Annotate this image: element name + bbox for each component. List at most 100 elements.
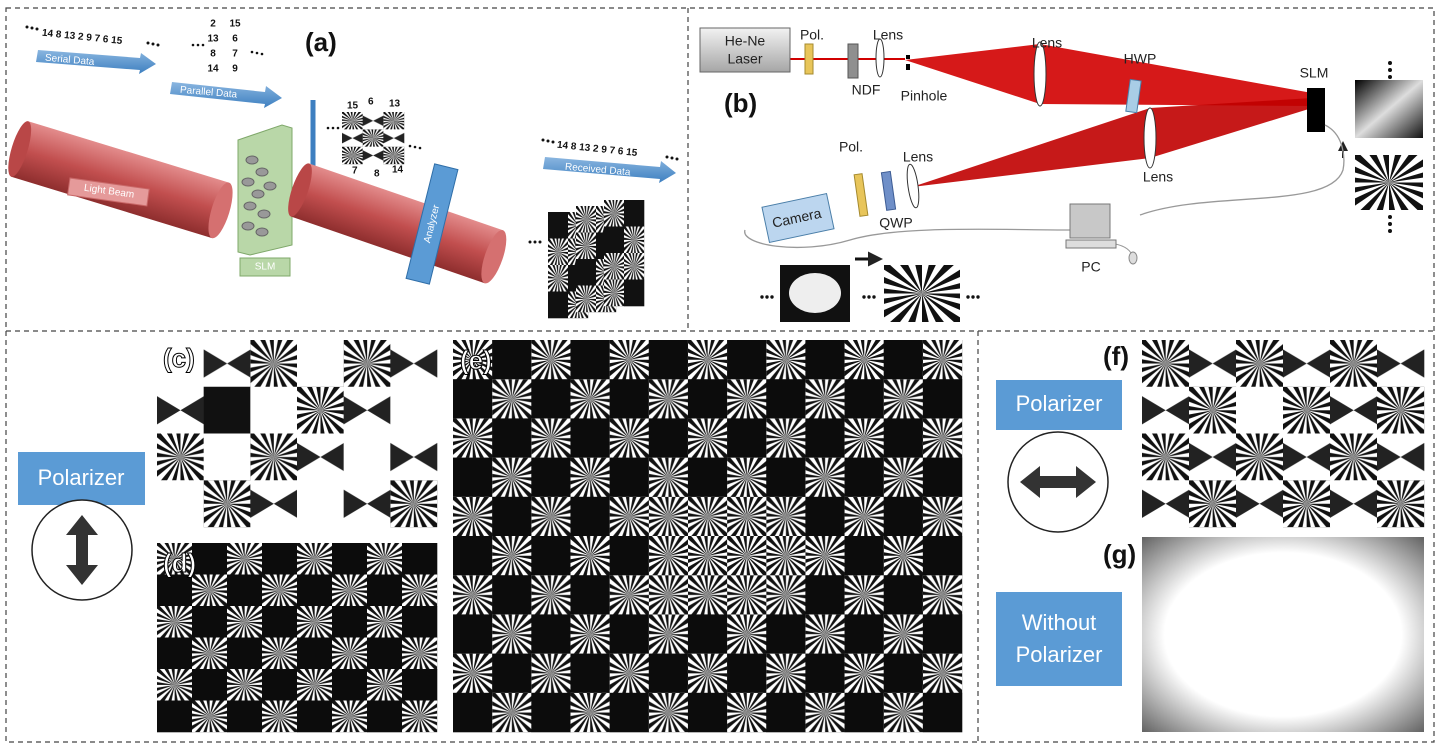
pattern-cell [766, 379, 806, 419]
pattern-cell [332, 669, 368, 701]
pattern-cell [570, 653, 610, 694]
pattern-cell [492, 575, 532, 615]
pattern-cell [157, 543, 193, 575]
pattern-cell [157, 606, 193, 638]
pattern-cell [262, 669, 298, 701]
parallel-number: 14 [207, 64, 219, 75]
ellipsis [528, 240, 542, 244]
parallel-number: 8 [210, 49, 216, 60]
component-label: Pinhole [901, 88, 948, 104]
pattern-cell [1142, 433, 1190, 481]
pattern-cell [727, 496, 767, 537]
pattern-cell [342, 129, 363, 147]
pattern-cell [157, 574, 193, 607]
pattern-cell [844, 379, 884, 419]
pattern-cell [883, 418, 924, 458]
pattern-cell [453, 496, 493, 537]
horizontal-arrow [1020, 466, 1096, 498]
pattern-cell [531, 692, 571, 733]
pattern-cell [609, 692, 650, 733]
pattern-cell [192, 606, 228, 638]
pattern-cell [157, 386, 204, 434]
pattern-cell [390, 340, 438, 388]
pc-base [1065, 239, 1117, 249]
pattern-cell [922, 692, 963, 733]
pattern-cell [192, 574, 228, 607]
pattern-cell [1283, 340, 1331, 388]
pattern-cell [342, 146, 363, 165]
pattern-cell [727, 614, 767, 654]
pattern-cell [531, 575, 571, 615]
pattern-cell [883, 457, 924, 498]
component-label: NDF [852, 82, 881, 98]
pattern-cell [297, 543, 333, 575]
pattern-cell [604, 226, 625, 254]
pattern-cell [192, 669, 228, 701]
pattern-cell [922, 379, 963, 419]
pattern-cell [453, 340, 493, 380]
pattern-cell [343, 480, 391, 528]
component-label: Lens [903, 149, 933, 165]
pattern-cell [883, 379, 924, 419]
pattern-cell [727, 653, 767, 694]
pattern-cell [227, 637, 263, 670]
pattern-cell [492, 692, 532, 733]
parallel-number: 13 [207, 34, 219, 45]
pattern-cell [203, 480, 251, 528]
pattern-cell [548, 291, 569, 319]
pattern-cell [531, 496, 571, 537]
pattern-cell [805, 536, 845, 576]
box-label: Polarizer [38, 465, 125, 490]
pattern-cell [1377, 433, 1425, 481]
pattern-cell [402, 574, 438, 607]
pattern-cell [1142, 386, 1190, 434]
pattern-cell [844, 536, 884, 576]
pattern-cell [624, 279, 645, 307]
panel-label: (g) [1103, 539, 1136, 569]
pattern-cell [570, 536, 610, 576]
pattern-cell [576, 285, 597, 313]
pattern-cell [844, 457, 884, 498]
pattern-cell [727, 418, 767, 458]
pattern-cell [1283, 480, 1331, 528]
pattern-cell [262, 637, 298, 670]
pattern-cell [453, 418, 493, 458]
slm-label-box [239, 257, 291, 277]
pattern-cell [687, 496, 728, 537]
component-label: Pol. [800, 27, 824, 43]
slm-pixels [241, 155, 277, 237]
pattern-cell [1142, 340, 1190, 388]
ellipsis [1388, 61, 1392, 233]
box-label: Polarizer [1016, 642, 1103, 667]
ellipsis [541, 138, 679, 161]
pattern-cell [922, 614, 963, 654]
parallel-number: 7 [232, 49, 238, 60]
pattern-cell [727, 379, 767, 419]
pattern-cell [883, 653, 924, 694]
pattern-cell [687, 614, 728, 654]
pattern-cell [766, 418, 806, 458]
pattern-cell [367, 606, 403, 638]
lens [906, 163, 920, 209]
pattern-cell [576, 259, 597, 286]
hwp [1125, 78, 1142, 114]
pattern-cell [609, 614, 650, 654]
pattern-cell [604, 200, 625, 227]
pattern-cell [548, 238, 569, 266]
pattern-cell [492, 457, 532, 498]
hologram-number: 8 [374, 169, 380, 180]
pattern-cell [297, 637, 333, 670]
camera-image [884, 265, 960, 322]
lens [875, 38, 885, 78]
pattern-cell [548, 212, 569, 239]
pattern-cell [687, 653, 728, 694]
pattern-cell [367, 669, 403, 701]
slm-image [1355, 155, 1423, 210]
parallel-label: Parallel Data [180, 85, 238, 101]
pattern-cell [687, 457, 728, 498]
pattern-cell [805, 379, 845, 419]
pattern-cell [383, 112, 405, 130]
pattern-cell [1142, 480, 1190, 528]
pattern-cell [1189, 433, 1237, 481]
